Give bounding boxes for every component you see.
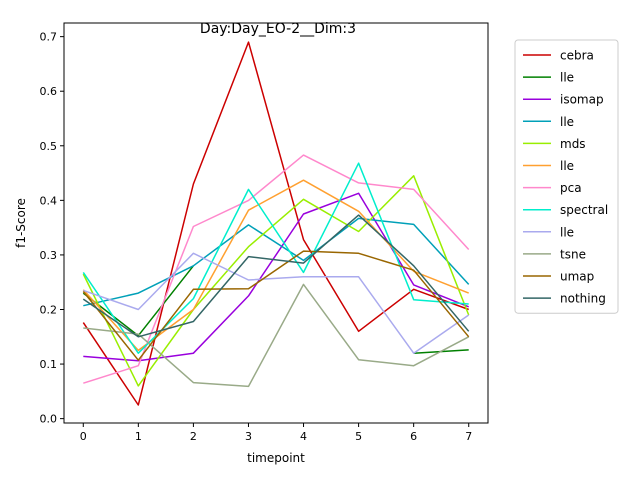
legend-label-lle: lle <box>560 71 574 85</box>
series-line-tsne-9 <box>83 283 470 388</box>
y-axis-label: f1-Score <box>14 198 28 248</box>
legend-label-umap: umap <box>560 270 594 284</box>
x-tick-label: 0 <box>80 430 87 443</box>
y-tick-label: 0.2 <box>40 303 58 316</box>
x-tick-label: 4 <box>300 430 307 443</box>
y-tick-label: 0.0 <box>40 413 58 426</box>
series-line-spectral-7 <box>82 162 469 354</box>
series-line-cebra-0 <box>82 41 469 406</box>
series-line-lle-8 <box>83 252 470 354</box>
y-tick-label: 0.1 <box>40 358 58 371</box>
x-tick-label: 7 <box>465 430 472 443</box>
legend-label-spectral: spectral <box>560 203 608 217</box>
series-line-mds-4 <box>82 175 470 387</box>
x-tick-label: 2 <box>190 430 197 443</box>
legend-label-mds: mds <box>560 137 586 151</box>
legend-label-tsne: tsne <box>560 247 586 261</box>
x-tick-label: 5 <box>355 430 362 443</box>
series-line-umap-10 <box>82 250 470 361</box>
legend-box <box>514 39 619 314</box>
x-tick-label: 6 <box>410 430 417 443</box>
legend-label-lle: lle <box>560 159 574 173</box>
legend-label-lle: lle <box>560 115 574 129</box>
legend-label-nothing: nothing <box>560 292 606 306</box>
legend-label-cebra: cebra <box>560 49 594 63</box>
x-tick-label: 3 <box>245 430 252 443</box>
legend-label-isomap: isomap <box>560 93 604 107</box>
y-tick-label: 0.6 <box>40 85 58 98</box>
legend-label-pca: pca <box>560 181 582 195</box>
y-tick-label: 0.4 <box>40 194 58 207</box>
x-axis: 0 1 2 3 4 5 6 7 <box>80 423 472 443</box>
series-line-lle-3 <box>83 217 470 307</box>
series-line-nothing-11 <box>82 214 470 338</box>
x-tick-label: 1 <box>135 430 142 443</box>
series-line-isomap-2 <box>83 192 469 362</box>
chart-title: Day:Day_EO-2__Dim:3 <box>200 21 356 37</box>
y-axis: 0.0 0.1 0.2 0.3 0.4 0.5 0.6 0.7 <box>40 31 64 426</box>
series-line-lle-5 <box>82 179 469 352</box>
y-tick-label: 0.7 <box>40 31 58 44</box>
x-axis-label: timepoint <box>247 451 305 465</box>
legend-label-lle: lle <box>560 225 574 239</box>
legend: cebra lle isomap lle mds lle pca spectral lle tsn… <box>514 39 619 314</box>
series-layer <box>82 41 470 406</box>
plot-frame <box>63 22 489 424</box>
y-tick-label: 0.3 <box>40 249 58 262</box>
y-tick-label: 0.5 <box>40 140 58 153</box>
